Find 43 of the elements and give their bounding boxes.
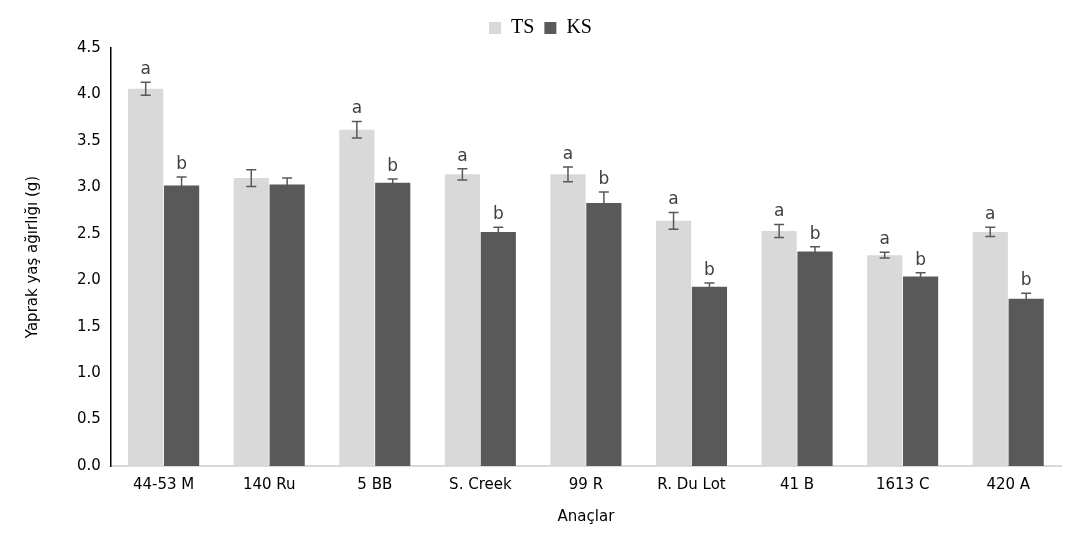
bar <box>480 231 516 466</box>
annotation: b <box>176 153 187 174</box>
annotation: b <box>492 203 504 224</box>
legend-label: TS <box>511 15 535 38</box>
y-tick-label: 0.5 <box>77 409 101 428</box>
annotation: b <box>1020 269 1032 290</box>
annotation: a <box>562 142 574 163</box>
annotation: a <box>668 188 679 209</box>
x-tick-label: 420 A <box>986 474 1031 493</box>
y-tick-label: 1.0 <box>77 363 101 381</box>
bar <box>691 286 728 466</box>
y-tick-label: 4.5 <box>77 37 101 56</box>
annotation: b <box>704 258 715 279</box>
annotation: b <box>809 222 821 243</box>
annotation: a <box>879 228 890 249</box>
y-tick-label: 0.0 <box>77 455 101 474</box>
annotation: b <box>598 167 610 188</box>
bar <box>375 182 411 466</box>
y-tick-label: 2.5 <box>77 223 101 242</box>
x-tick-label: 5 BB <box>357 474 393 493</box>
annotation: a <box>773 200 785 221</box>
annotation: a <box>985 203 996 224</box>
bar <box>903 276 939 466</box>
annotation: a <box>457 144 468 165</box>
y-tick-label: 3.5 <box>77 130 101 149</box>
x-tick-label: 140 Ru <box>242 474 296 493</box>
y-axis-title: Yaprak yaş ağırlığı (g) <box>22 175 41 340</box>
x-tick-label: R. Du Lot <box>657 474 726 493</box>
annotation: b <box>387 154 399 175</box>
y-tick-label: 3.0 <box>77 177 101 196</box>
y-tick-label: 4.0 <box>77 84 101 103</box>
y-tick-label: 2.0 <box>77 270 101 289</box>
annotation: a <box>351 97 363 118</box>
x-tick-label: 41 B <box>779 474 815 493</box>
legend-label: KS <box>566 15 592 38</box>
x-tick-label: 99 R <box>568 474 604 493</box>
annotation: b <box>915 248 926 269</box>
x-tick-label: 44-53 M <box>132 474 195 493</box>
x-tick-label: S. Creek <box>449 474 512 493</box>
annotation: a <box>140 58 151 79</box>
x-axis-title: Anaçlar <box>557 506 616 525</box>
y-tick-label: 1.5 <box>77 316 101 335</box>
x-tick-label: 1613 C <box>875 474 930 493</box>
